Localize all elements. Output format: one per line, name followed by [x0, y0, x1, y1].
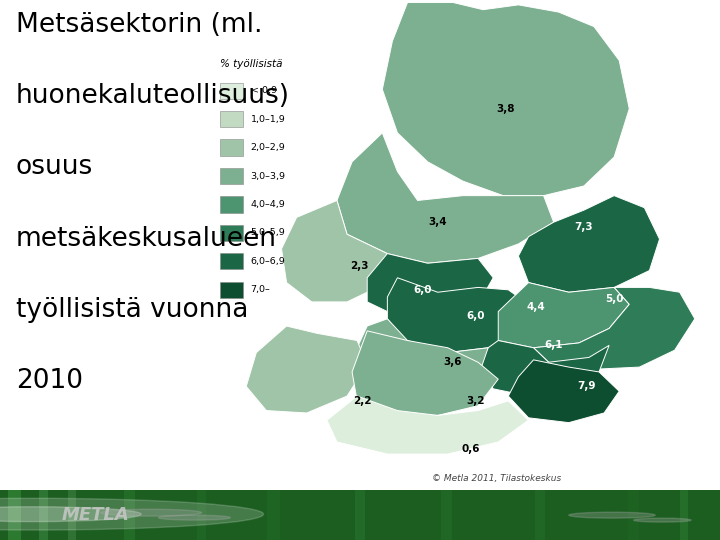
Text: 2010: 2010 — [16, 368, 83, 394]
Text: METLA: METLA — [61, 506, 129, 524]
Text: © Metla 2011, Tilastokeskus: © Metla 2011, Tilastokeskus — [432, 474, 562, 483]
Polygon shape — [337, 133, 554, 264]
Text: 4,4: 4,4 — [526, 302, 546, 312]
Text: huonekaluteollisuus): huonekaluteollisuus) — [16, 83, 290, 110]
Text: 7,3: 7,3 — [575, 222, 593, 232]
Text: 5,0–5,9: 5,0–5,9 — [251, 228, 285, 238]
Bar — [8, 490, 21, 540]
Text: osuus: osuus — [16, 154, 93, 180]
Text: 1,0–1,9: 1,0–1,9 — [251, 114, 285, 124]
Text: 0,6: 0,6 — [462, 444, 480, 454]
Polygon shape — [534, 287, 695, 369]
Text: 6,0–6,9: 6,0–6,9 — [251, 257, 285, 266]
FancyBboxPatch shape — [220, 168, 243, 184]
Text: 3,4: 3,4 — [428, 217, 447, 227]
Text: 6,0: 6,0 — [413, 285, 432, 295]
Polygon shape — [387, 278, 528, 353]
Text: 7,9: 7,9 — [577, 381, 595, 391]
Text: 6,0: 6,0 — [467, 312, 485, 321]
Text: työllisistä vuonna: työllisistä vuonna — [16, 296, 248, 322]
Text: 3,0–3,9: 3,0–3,9 — [251, 172, 286, 180]
Circle shape — [569, 512, 655, 518]
Text: 2,0–2,9: 2,0–2,9 — [251, 143, 285, 152]
Text: % työllisistä: % työllisistä — [220, 59, 282, 69]
Polygon shape — [508, 360, 619, 423]
Bar — [267, 490, 280, 540]
Bar — [536, 490, 545, 540]
FancyBboxPatch shape — [220, 282, 243, 298]
Bar — [68, 490, 76, 540]
Polygon shape — [478, 341, 609, 396]
FancyBboxPatch shape — [220, 253, 243, 269]
Bar — [680, 490, 688, 540]
Polygon shape — [352, 331, 498, 415]
Text: metsäkeskusalueen: metsäkeskusalueen — [16, 226, 276, 252]
Bar — [39, 490, 48, 540]
Text: 2,2: 2,2 — [353, 396, 372, 406]
Polygon shape — [498, 282, 629, 348]
Text: < 0,9: < 0,9 — [251, 86, 276, 95]
Polygon shape — [282, 200, 387, 302]
Polygon shape — [518, 195, 660, 292]
Text: 4,0–4,9: 4,0–4,9 — [251, 200, 285, 209]
FancyBboxPatch shape — [220, 197, 243, 213]
Circle shape — [158, 515, 230, 520]
Polygon shape — [246, 326, 367, 413]
Circle shape — [634, 518, 691, 522]
Bar — [628, 490, 639, 540]
Polygon shape — [327, 396, 528, 454]
Text: 5,0: 5,0 — [605, 294, 624, 305]
Text: 7,0–: 7,0– — [251, 285, 270, 294]
FancyBboxPatch shape — [220, 225, 243, 241]
Bar — [355, 490, 365, 540]
FancyBboxPatch shape — [220, 83, 243, 99]
Text: 6,1: 6,1 — [544, 340, 563, 350]
Text: 3,6: 3,6 — [444, 357, 462, 367]
Bar — [441, 490, 452, 540]
Bar — [124, 490, 135, 540]
Polygon shape — [357, 319, 488, 392]
Text: 2,3: 2,3 — [351, 261, 369, 271]
Circle shape — [0, 507, 141, 522]
Text: Metsäsektorin (ml.: Metsäsektorin (ml. — [16, 12, 262, 38]
Polygon shape — [382, 3, 629, 195]
Polygon shape — [367, 254, 493, 319]
Circle shape — [101, 509, 202, 516]
Circle shape — [0, 498, 264, 530]
Text: 3,2: 3,2 — [467, 396, 485, 406]
Text: 3,8: 3,8 — [497, 104, 515, 114]
FancyBboxPatch shape — [220, 139, 243, 156]
FancyBboxPatch shape — [220, 111, 243, 127]
Bar — [197, 490, 206, 540]
